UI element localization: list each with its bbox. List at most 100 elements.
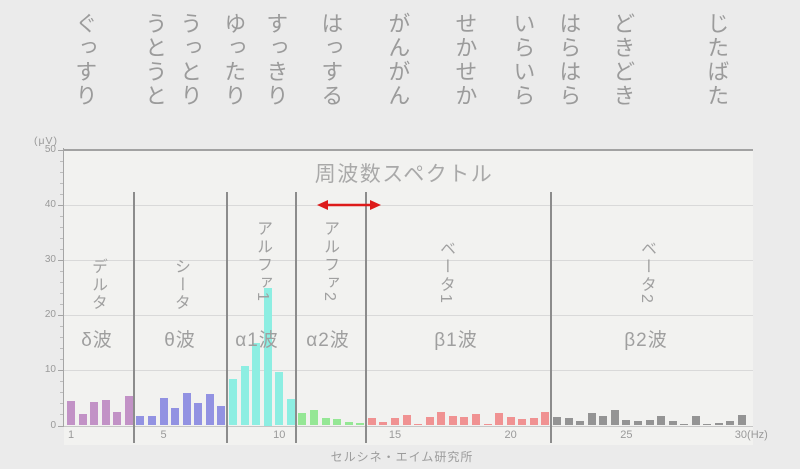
x-tick-label: 30(Hz) — [734, 429, 768, 441]
y-tick-label: 20 — [44, 309, 56, 321]
band-divider — [364, 192, 367, 443]
bar-theta-7.5hz — [217, 406, 226, 426]
mood-word: ゆったり — [221, 12, 247, 108]
y-minor-tick — [60, 282, 63, 284]
bar-beta1-17.5hz — [448, 415, 457, 426]
mood-word: うっとり — [177, 12, 203, 108]
wave-label-delta: δ波 — [81, 330, 113, 351]
bar-beta2-26hz — [645, 419, 654, 426]
y-tick-mark — [58, 425, 63, 427]
bar-theta-4.5hz — [147, 416, 156, 426]
bar-alpha2-13.5hz — [356, 422, 365, 426]
y-minor-tick — [60, 161, 63, 163]
mood-word: どきどき — [610, 12, 636, 108]
bar-beta1-20.5hz — [518, 419, 527, 426]
band-label-alpha1: アルファ1 — [254, 220, 271, 303]
y-minor-tick — [60, 172, 63, 174]
x-tick-label: 10 — [273, 429, 286, 441]
y-tick-mark — [58, 260, 63, 262]
bar-beta2-28.5hz — [703, 424, 712, 426]
y-minor-tick — [60, 249, 63, 251]
y-tick-label: 0 — [50, 419, 56, 431]
bar-beta1-19.5hz — [495, 413, 504, 426]
mood-word: せかせか — [452, 12, 478, 108]
bar-alpha1-8.5hz — [240, 365, 249, 426]
y-minor-tick — [60, 359, 63, 361]
plot-background — [64, 149, 753, 445]
bar-theta-4hz — [136, 415, 145, 426]
y-tick-label: 30 — [44, 254, 56, 266]
y-minor-tick — [60, 414, 63, 416]
bar-beta2-27.5hz — [680, 423, 689, 426]
gridline-20 — [64, 315, 753, 317]
x-tick-label: 20 — [504, 429, 517, 441]
bar-theta-6hz — [182, 392, 191, 426]
y-minor-tick — [60, 392, 63, 394]
bar-beta2-24hz — [599, 415, 608, 426]
footer-credit: セルシネ・エイム研究所 — [330, 450, 474, 464]
band-label-alpha2: アルファ2 — [321, 220, 338, 303]
bar-beta1-14.5hz — [379, 421, 388, 426]
y-axis-unit-label: (μV) — [33, 135, 58, 147]
x-tick-label: 5 — [160, 429, 167, 441]
y-minor-tick — [60, 183, 63, 185]
alpha2-range-arrow-icon — [316, 200, 381, 211]
bar-delta-2hz — [90, 401, 99, 426]
bar-beta1-18.5hz — [471, 413, 480, 426]
mood-word: じたばた — [704, 12, 730, 108]
bar-alpha1-10.5hz — [286, 399, 295, 426]
y-minor-tick — [60, 381, 63, 383]
gridline-40 — [64, 205, 753, 207]
y-axis-line — [63, 148, 64, 427]
gridline-30 — [64, 260, 753, 262]
bar-theta-7hz — [205, 394, 214, 426]
x-tick-label: 25 — [620, 429, 633, 441]
bar-delta-3.5hz — [124, 395, 133, 426]
y-tick-mark — [58, 205, 63, 207]
band-label-theta: シータ — [172, 258, 189, 312]
y-minor-tick — [60, 271, 63, 273]
y-minor-tick — [60, 194, 63, 196]
y-minor-tick — [60, 337, 63, 339]
bar-beta1-16.5hz — [425, 417, 434, 426]
bar-beta1-15.5hz — [402, 415, 411, 426]
bar-beta1-14hz — [367, 418, 376, 426]
y-tick-label: 40 — [44, 199, 56, 211]
x-axis-line — [64, 425, 753, 427]
bar-alpha2-12hz — [321, 417, 330, 426]
bar-beta2-26.5hz — [657, 415, 666, 426]
bar-beta2-27hz — [668, 421, 677, 426]
y-minor-tick — [60, 348, 63, 350]
bar-beta1-19hz — [483, 423, 492, 426]
gridline-10 — [64, 370, 753, 372]
band-label-beta2: ベータ2 — [638, 240, 655, 305]
band-divider — [295, 192, 298, 443]
bar-beta2-29hz — [714, 423, 723, 426]
bar-alpha2-11.5hz — [309, 409, 318, 426]
bar-beta2-22hz — [552, 417, 561, 426]
y-minor-tick — [60, 238, 63, 240]
bar-beta2-25.5hz — [633, 421, 642, 426]
bar-beta2-23.5hz — [587, 412, 596, 426]
bar-beta2-29.5hz — [726, 420, 735, 426]
y-tick-label: 10 — [44, 364, 56, 376]
bar-alpha2-11hz — [298, 413, 307, 426]
bar-beta2-30hz — [738, 415, 747, 426]
mood-word: がんがん — [385, 12, 411, 108]
bar-theta-5hz — [159, 397, 168, 426]
bar-alpha1-10hz — [275, 371, 284, 426]
y-tick-mark — [58, 150, 63, 151]
x-tick-label: 1 — [67, 429, 75, 441]
bar-alpha1-9.5hz — [263, 287, 272, 426]
wave-label-theta: θ波 — [164, 330, 196, 351]
y-minor-tick — [60, 304, 63, 306]
wave-label-beta2: β2波 — [624, 330, 668, 351]
bar-alpha1-8hz — [228, 379, 237, 426]
y-minor-tick — [60, 326, 63, 328]
y-minor-tick — [60, 216, 63, 218]
x-tick-label: 15 — [388, 429, 402, 441]
chart-title: 周波数スペクトル — [314, 163, 494, 186]
bar-beta2-28hz — [691, 415, 700, 426]
bar-beta2-23hz — [576, 421, 585, 426]
